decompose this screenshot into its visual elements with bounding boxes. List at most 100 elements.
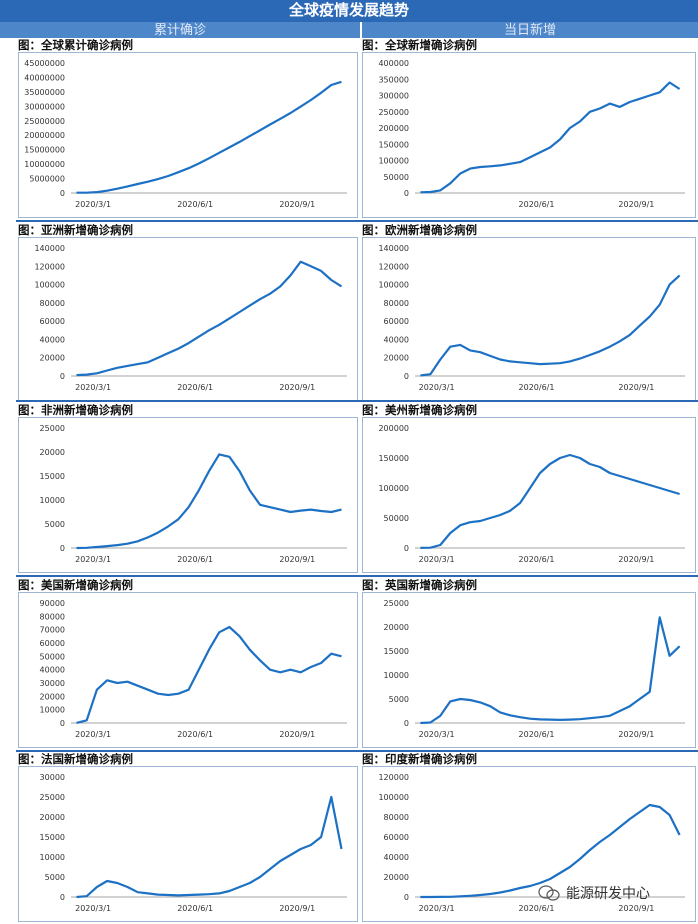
chart-svg: 0 50000 100000 150000 200000 250000 300000 3500… bbox=[378, 59, 685, 209]
y-tick-label: 45000000 bbox=[24, 59, 65, 68]
y-tick-label: 50000 bbox=[384, 514, 409, 523]
y-tick-label: 30000 bbox=[40, 773, 65, 782]
chart-area: 0 5000 10000 15000 20000 25000 30000 2020/3/1 20… bbox=[18, 766, 358, 922]
x-tick-label: 2020/9/1 bbox=[279, 904, 315, 913]
chart-area: 0 5000000 10000000 15000000 20000000 25000000… bbox=[18, 52, 358, 218]
x-tick-label: 2020/3/1 bbox=[419, 730, 455, 739]
x-tick-label: 2020/6/1 bbox=[177, 730, 213, 739]
chart-title: 图：全球累计确诊病例 bbox=[18, 38, 133, 52]
y-tick-label: 100000 bbox=[378, 793, 409, 802]
y-tick-label: 0 bbox=[60, 372, 65, 381]
y-tick-label: 80000 bbox=[384, 299, 409, 308]
chart-title: 图：非洲新增确诊病例 bbox=[18, 403, 133, 417]
series-line bbox=[76, 625, 342, 724]
y-tick-label: 150000 bbox=[378, 454, 409, 463]
chart-area: 0 50000 100000 150000 200000 250000 300000 3500… bbox=[362, 52, 696, 218]
chart-title: 图：美州新增确诊病例 bbox=[362, 403, 477, 417]
y-tick-label: 20000 bbox=[40, 692, 65, 701]
x-tick-label: 2020/3/1 bbox=[419, 904, 455, 913]
chart-title: 图：英国新增确诊病例 bbox=[362, 578, 477, 592]
left-column-header: 累计确诊 bbox=[0, 22, 360, 38]
y-tick-label: 0 bbox=[60, 544, 65, 553]
x-tick-label: 2020/6/1 bbox=[177, 555, 213, 564]
chart-svg: 0 20000 40000 60000 80000 100000 120000 140000 2… bbox=[34, 244, 347, 392]
chart-title: 图：全球新增确诊病例 bbox=[362, 38, 477, 52]
y-tick-label: 25000 bbox=[40, 793, 65, 802]
chart-area: 0 20000 40000 60000 80000 100000 120000 2020/3/… bbox=[362, 766, 696, 922]
y-tick-label: 20000 bbox=[40, 448, 65, 457]
y-tick-label: 80000 bbox=[384, 813, 409, 822]
y-tick-label: 50000 bbox=[384, 173, 409, 182]
y-tick-label: 30000000 bbox=[24, 102, 65, 111]
y-tick-label: 120000 bbox=[378, 262, 409, 271]
y-tick-label: 200000 bbox=[378, 424, 409, 433]
y-tick-label: 40000 bbox=[384, 853, 409, 862]
y-tick-label: 25000 bbox=[40, 424, 65, 433]
x-tick-label: 2020/3/1 bbox=[75, 200, 111, 209]
row-separator bbox=[16, 400, 698, 402]
x-tick-label: 2020/3/1 bbox=[419, 555, 455, 564]
y-tick-label: 10000 bbox=[40, 706, 65, 715]
right-column-header: 当日新增 bbox=[362, 22, 698, 38]
y-tick-label: 10000000 bbox=[24, 160, 65, 169]
chart-panel-global-cumulative: 图：全球累计确诊病例 0 5000000 10000000 15000000 200000… bbox=[18, 38, 358, 218]
x-tick-label: 2020/6/1 bbox=[519, 200, 555, 209]
y-tick-label: 5000000 bbox=[29, 175, 65, 184]
y-tick-label: 300000 bbox=[378, 92, 409, 101]
y-tick-label: 100000 bbox=[34, 281, 65, 290]
x-tick-label: 2020/9/1 bbox=[279, 200, 315, 209]
series-line bbox=[420, 81, 681, 194]
y-tick-label: 90000 bbox=[40, 599, 65, 608]
chart-panel-uk-daily: 图：英国新增确诊病例 0 5000 10000 15000 20000 25000 2020/… bbox=[362, 578, 696, 748]
x-tick-label: 2020/3/1 bbox=[75, 555, 111, 564]
x-tick-label: 2020/9/1 bbox=[618, 383, 654, 392]
chart-area: 0 50000 100000 150000 200000 2020/3/1 2020/6/1… bbox=[362, 417, 696, 573]
y-tick-label: 400000 bbox=[378, 59, 409, 68]
chart-svg: 0 20000 40000 60000 80000 100000 120000 140000 2… bbox=[378, 244, 685, 392]
chart-area: 0 10000 20000 30000 40000 50000 60000 70000 8000… bbox=[18, 592, 358, 748]
chart-panel-americas-daily: 图：美州新增确诊病例 0 50000 100000 150000 200000 2020/3… bbox=[362, 403, 696, 573]
chart-title: 图：美国新增确诊病例 bbox=[18, 578, 133, 592]
chart-panel-europe-daily: 图：欧洲新增确诊病例 0 20000 40000 60000 80000 100000 120… bbox=[362, 223, 696, 401]
x-tick-label: 2020/6/1 bbox=[519, 383, 555, 392]
series-line bbox=[76, 260, 343, 377]
x-tick-label: 2020/6/1 bbox=[177, 200, 213, 209]
y-tick-label: 10000 bbox=[384, 671, 409, 680]
y-tick-label: 250000 bbox=[378, 108, 409, 117]
y-tick-label: 5000 bbox=[45, 873, 65, 882]
chart-panel-india-daily: 图：印度新增确诊病例 0 20000 40000 60000 80000 100000 120… bbox=[362, 752, 696, 922]
y-tick-label: 120000 bbox=[34, 262, 65, 271]
series-line bbox=[420, 803, 681, 899]
y-tick-label: 100000 bbox=[378, 157, 409, 166]
chart-panel-usa-daily: 图：美国新增确诊病例 0 10000 20000 30000 40000 50000 6000… bbox=[18, 578, 358, 748]
y-tick-label: 50000 bbox=[40, 652, 65, 661]
series-line bbox=[76, 795, 343, 899]
y-tick-label: 40000 bbox=[384, 335, 409, 344]
chart-svg: 0 10000 20000 30000 40000 50000 60000 70000 8000… bbox=[40, 599, 347, 739]
wechat-icon bbox=[538, 885, 560, 901]
y-tick-label: 10000 bbox=[40, 496, 65, 505]
x-tick-label: 2020/3/1 bbox=[75, 730, 111, 739]
y-tick-label: 5000 bbox=[389, 695, 409, 704]
row-separator bbox=[16, 750, 698, 752]
y-tick-label: 20000 bbox=[40, 813, 65, 822]
x-tick-label: 2020/9/1 bbox=[618, 904, 654, 913]
chart-title: 图：印度新增确诊病例 bbox=[362, 752, 477, 766]
y-tick-label: 20000 bbox=[40, 354, 65, 363]
watermark-text: 能源研发中心 bbox=[566, 885, 650, 901]
y-tick-label: 60000 bbox=[40, 639, 65, 648]
y-tick-label: 25000000 bbox=[24, 117, 65, 126]
y-tick-label: 35000000 bbox=[24, 88, 65, 97]
series-line bbox=[76, 453, 342, 550]
x-tick-label: 2020/9/1 bbox=[279, 730, 315, 739]
y-tick-label: 350000 bbox=[378, 75, 409, 84]
series-line bbox=[420, 274, 681, 377]
chart-svg: 0 20000 40000 60000 80000 100000 120000 2020/3/… bbox=[378, 773, 685, 913]
x-tick-label: 2020/9/1 bbox=[618, 730, 654, 739]
y-tick-label: 60000 bbox=[384, 317, 409, 326]
watermark: 能源研发中心 bbox=[538, 882, 688, 904]
y-tick-label: 0 bbox=[60, 893, 65, 902]
y-tick-label: 80000 bbox=[40, 299, 65, 308]
y-tick-label: 0 bbox=[404, 372, 409, 381]
x-tick-label: 2020/9/1 bbox=[279, 555, 315, 564]
